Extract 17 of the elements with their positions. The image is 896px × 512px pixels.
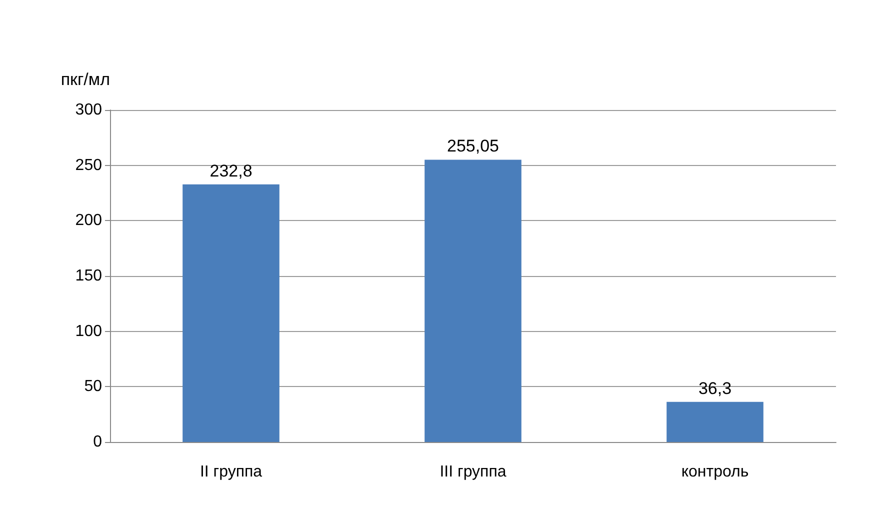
data-label: 255,05 bbox=[447, 136, 499, 156]
y-tick-label: 300 bbox=[75, 102, 102, 118]
x-tick-label: II группа bbox=[200, 464, 262, 480]
y-tick-label: 250 bbox=[75, 156, 102, 174]
data-label: 36,3 bbox=[698, 378, 732, 398]
x-tick-label: контроль bbox=[681, 464, 749, 480]
y-tick-label: 50 bbox=[84, 378, 102, 396]
y-axis-title: пкг/мл bbox=[60, 70, 110, 89]
y-tick-label: 100 bbox=[75, 322, 102, 340]
y-tick-label: 200 bbox=[75, 212, 102, 230]
data-label: 232,8 bbox=[210, 161, 252, 180]
x-tick-label: III группа bbox=[440, 464, 506, 480]
y-tick-label: 150 bbox=[75, 268, 102, 284]
bar bbox=[424, 160, 522, 442]
bar bbox=[182, 184, 280, 442]
bar bbox=[666, 402, 764, 442]
y-tick-label: 0 bbox=[93, 434, 102, 450]
